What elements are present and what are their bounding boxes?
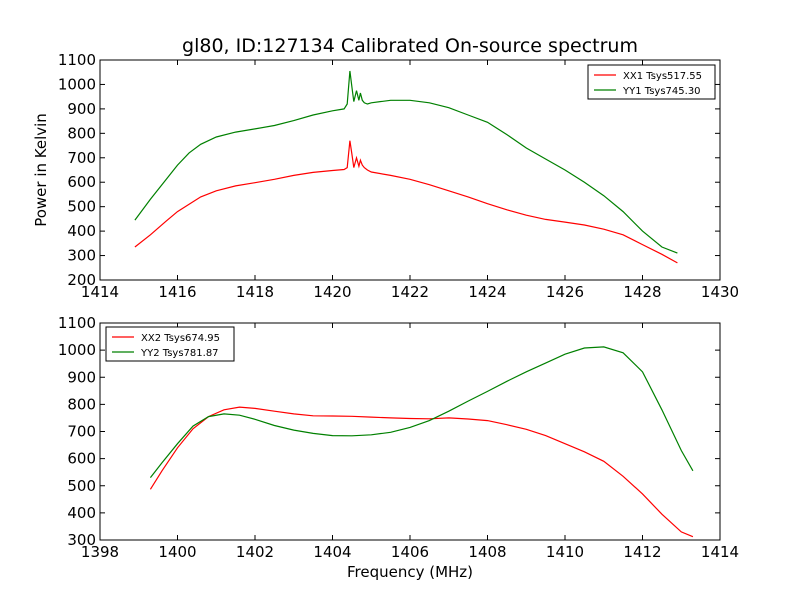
bottom-plot-legend-label-1: XX2 Tsys674.95 — [141, 333, 220, 344]
top-plot-y-tick-label: 1000 — [58, 75, 96, 93]
bottom-plot-y-tick-label: 700 — [67, 423, 96, 441]
bottom-plot-y-tick-label: 400 — [67, 504, 96, 522]
bottom-plot-y-tick-label: 800 — [67, 395, 96, 413]
bottom-plot-x-axis-label: Frequency (MHz) — [347, 563, 473, 581]
bottom-plot-legend: XX2 Tsys674.95 YY2 Tsys781.87 — [105, 326, 235, 362]
top-plot-y-tick-label: 500 — [67, 198, 96, 216]
bottom-plot-y-tick-label: 600 — [67, 450, 96, 468]
top-plot-legend: XX1 Tsys517.55 YY1 Tsys745.30 — [587, 64, 716, 100]
bottom-plot-x-tick-label: 1398 — [81, 543, 119, 561]
top-plot-y-tick-label: 700 — [67, 149, 96, 167]
top-plot-x-tick-label: 1416 — [158, 283, 196, 301]
bottom-plot-x-tick-label: 1410 — [546, 543, 584, 561]
bottom-plot-legend-label-2: YY2 Tsys781.87 — [140, 348, 219, 359]
bottom-plot-legend-box — [105, 326, 235, 362]
top-plot-x-tick-label: 1422 — [391, 283, 429, 301]
top-plot-x-tick-label: 1420 — [313, 283, 351, 301]
top-plot-series-line-1 — [134, 140, 678, 264]
bottom-plot-x-tick-label: 1400 — [158, 543, 196, 561]
top-plot: 1414 1416 1418 1420 1422 1424 1426 1428 1430 200 3… — [32, 51, 739, 301]
top-plot-y-tick-label: 200 — [67, 271, 96, 289]
top-plot-series — [134, 70, 678, 264]
bottom-plot-series-line-2 — [149, 346, 694, 478]
bottom-plot-y-tick-label: 500 — [67, 477, 96, 495]
bottom-plot-y-tick-label: 1100 — [58, 314, 96, 332]
top-plot-ticks: 1414 1416 1418 1420 1422 1424 1426 1428 1430 200 3… — [58, 51, 739, 301]
bottom-plot-x-tick-label: 1412 — [623, 543, 661, 561]
top-plot-y-tick-label: 1100 — [58, 51, 96, 69]
bottom-plot-x-tick-label: 1404 — [313, 543, 351, 561]
top-plot-x-tick-label: 1414 — [81, 283, 119, 301]
bottom-plot-ticks: 1398 1400 1402 1404 1406 1408 1410 1412 1414 300 4… — [58, 314, 739, 561]
top-plot-y-tick-label: 600 — [67, 173, 96, 191]
bottom-plot: 1398 1400 1402 1404 1406 1408 1410 1412 1414 300 4… — [58, 314, 739, 581]
top-plot-series-line-2 — [134, 70, 678, 254]
top-plot-x-tick-label: 1428 — [623, 283, 661, 301]
bottom-plot-x-tick-label: 1408 — [468, 543, 506, 561]
bottom-plot-x-tick-label: 1406 — [391, 543, 429, 561]
bottom-plot-series — [149, 346, 694, 538]
top-plot-legend-label-1: XX1 Tsys517.55 — [623, 71, 702, 82]
top-plot-x-tick-label: 1426 — [546, 283, 584, 301]
top-plot-legend-box — [587, 64, 716, 100]
top-plot-x-tick-label: 1424 — [468, 283, 506, 301]
bottom-plot-series-line-1 — [149, 406, 694, 538]
top-plot-y-tick-label: 900 — [67, 100, 96, 118]
top-plot-y-tick-label: 400 — [67, 222, 96, 240]
bottom-plot-y-tick-label: 1000 — [58, 341, 96, 359]
top-plot-legend-label-2: YY1 Tsys745.30 — [622, 86, 701, 97]
bottom-plot-y-tick-label: 300 — [67, 531, 96, 549]
top-plot-y-tick-label: 800 — [67, 124, 96, 142]
bottom-plot-y-tick-label: 900 — [67, 368, 96, 386]
bottom-plot-x-tick-label: 1402 — [236, 543, 274, 561]
top-plot-x-tick-label: 1418 — [236, 283, 274, 301]
top-plot-y-axis-label: Power in Kelvin — [32, 113, 50, 227]
top-plot-x-tick-label: 1430 — [701, 283, 739, 301]
top-plot-y-tick-label: 300 — [67, 247, 96, 265]
figure-title: gl80, ID:127134 Calibrated On-source spe… — [182, 35, 638, 57]
bottom-plot-x-tick-label: 1414 — [701, 543, 739, 561]
